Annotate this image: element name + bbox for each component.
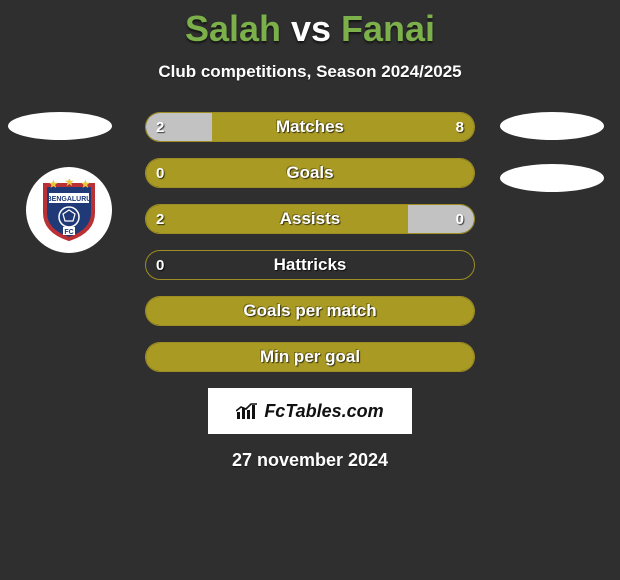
badge-text-bottom: FC [64,229,73,236]
stat-row: Hattricks0 [145,250,475,280]
stat-bar-left [146,113,212,141]
subtitle: Club competitions, Season 2024/2025 [0,62,620,82]
player2-photo-placeholder [500,112,604,140]
stat-bar-left [146,343,474,371]
stat-bar-left [146,297,474,325]
player2-club-placeholder [500,164,604,192]
snapshot-date: 27 november 2024 [0,450,620,471]
player1-photo-placeholder [8,112,112,140]
player1-name: Salah [185,8,281,49]
stat-bar-right [408,205,474,233]
stat-bar-right [146,159,474,187]
comparison-title: Salah vs Fanai [0,0,620,50]
stat-bar-right [212,113,474,141]
badge-text-top: BENGALURU [47,196,92,203]
stat-label: Hattricks [146,251,474,279]
bengaluru-fc-crest-icon: BENGALURU FC [41,179,97,241]
stat-row: Matches28 [145,112,475,142]
stat-row: Goals per match [145,296,475,326]
branding-badge: FcTables.com [208,388,412,434]
stat-value-left: 0 [156,251,164,279]
stat-row: Goals0 [145,158,475,188]
bar-chart-icon [236,402,258,420]
stat-row: Assists20 [145,204,475,234]
player1-club-badge: BENGALURU FC [26,167,112,253]
stat-row: Min per goal [145,342,475,372]
stat-rows: Matches28 Goals0 Assists20 Hattricks0 Goals … [145,112,475,372]
stat-bar-left [146,205,408,233]
comparison-body: BENGALURU FC Matches28 Goals0 Assists20 Hat… [0,112,620,372]
branding-text: FcTables.com [264,401,383,422]
player2-name: Fanai [341,8,435,49]
vs-text: vs [281,8,341,49]
